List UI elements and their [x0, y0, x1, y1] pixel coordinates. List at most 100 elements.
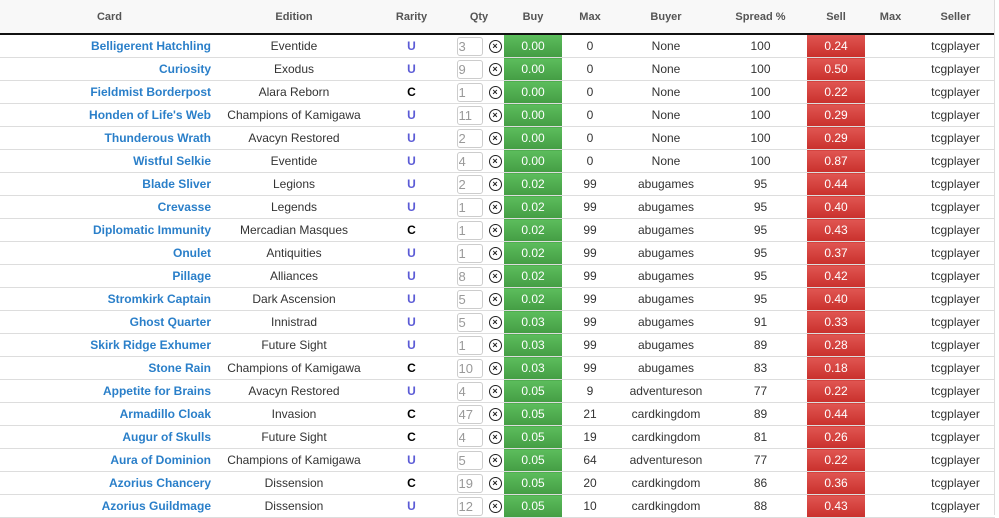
rarity: C — [369, 80, 454, 104]
spread: 100 — [714, 126, 807, 150]
card-link[interactable]: Curiosity — [0, 57, 219, 81]
qty-input[interactable] — [456, 450, 483, 470]
card-link[interactable]: Pillage — [0, 264, 219, 288]
qty-input[interactable] — [456, 128, 483, 148]
card-link[interactable]: Honden of Life's Web — [0, 103, 219, 127]
header-rarity[interactable]: Rarity — [369, 0, 454, 35]
remove-icon[interactable]: × — [488, 246, 502, 260]
remove-icon[interactable]: × — [488, 453, 502, 467]
sell-max — [865, 80, 916, 104]
qty-input[interactable] — [456, 496, 483, 516]
card-link[interactable]: Thunderous Wrath — [0, 126, 219, 150]
header-spread[interactable]: Spread % — [714, 0, 807, 35]
remove-icon[interactable]: × — [488, 384, 502, 398]
qty-input[interactable] — [456, 151, 483, 171]
remove-icon[interactable]: × — [488, 154, 502, 168]
remove-icon[interactable]: × — [488, 338, 502, 352]
header-buyer[interactable]: Buyer — [618, 0, 714, 35]
remove-icon[interactable]: × — [488, 315, 502, 329]
buy-price: 0.00 — [504, 34, 562, 58]
edition: Avacyn Restored — [219, 379, 369, 403]
qty-input[interactable] — [456, 59, 483, 79]
card-link[interactable]: Augur of Skulls — [0, 425, 219, 449]
qty-input[interactable] — [456, 335, 483, 355]
remove-icon[interactable]: × — [488, 407, 502, 421]
buyer: None — [618, 126, 714, 150]
header-card[interactable]: Card — [0, 0, 219, 35]
card-link[interactable]: Azorius Guildmage — [0, 494, 219, 518]
card-link[interactable]: Aura of Dominion — [0, 448, 219, 472]
card-link[interactable]: Diplomatic Immunity — [0, 218, 219, 242]
card-link[interactable]: Wistful Selkie — [0, 149, 219, 173]
sell-price: 0.22 — [807, 80, 865, 104]
qty-input[interactable] — [456, 174, 483, 194]
card-link[interactable]: Crevasse — [0, 195, 219, 219]
spread: 91 — [714, 310, 807, 334]
qty-cell: × — [454, 103, 504, 127]
qty-input[interactable] — [456, 404, 483, 424]
remove-icon[interactable]: × — [488, 85, 502, 99]
remove-icon[interactable]: × — [488, 108, 502, 122]
header-buy[interactable]: Buy — [504, 0, 562, 35]
card-link[interactable]: Stromkirk Captain — [0, 287, 219, 311]
header-edition[interactable]: Edition — [219, 0, 369, 35]
rarity: U — [369, 149, 454, 173]
card-link[interactable]: Azorius Chancery — [0, 471, 219, 495]
qty-input[interactable] — [456, 473, 483, 493]
sell-max — [865, 448, 916, 472]
qty-input[interactable] — [456, 312, 483, 332]
remove-icon[interactable]: × — [488, 361, 502, 375]
buy-max: 21 — [562, 402, 618, 426]
card-link[interactable]: Armadillo Cloak — [0, 402, 219, 426]
remove-icon[interactable]: × — [488, 223, 502, 237]
qty-input[interactable] — [456, 427, 483, 447]
edition: Eventide — [219, 34, 369, 58]
buy-max: 0 — [562, 126, 618, 150]
qty-input[interactable] — [456, 289, 483, 309]
card-link[interactable]: Ghost Quarter — [0, 310, 219, 334]
scrollbar-edge[interactable] — [994, 0, 999, 515]
remove-icon[interactable]: × — [488, 499, 502, 513]
edition: Antiquities — [219, 241, 369, 265]
remove-icon[interactable]: × — [488, 269, 502, 283]
remove-icon[interactable]: × — [488, 177, 502, 191]
qty-input[interactable] — [456, 36, 483, 56]
sell-price: 0.26 — [807, 425, 865, 449]
card-link[interactable]: Stone Rain — [0, 356, 219, 380]
card-link[interactable]: Onulet — [0, 241, 219, 265]
qty-input[interactable] — [456, 197, 483, 217]
buyer: cardkingdom — [618, 425, 714, 449]
qty-input[interactable] — [456, 358, 483, 378]
seller: tcgplayer — [916, 149, 995, 173]
qty-input[interactable] — [456, 82, 483, 102]
qty-input[interactable] — [456, 266, 483, 286]
remove-icon[interactable]: × — [488, 62, 502, 76]
header-seller[interactable]: Seller — [916, 0, 995, 35]
qty-input[interactable] — [456, 381, 483, 401]
card-link[interactable]: Belligerent Hatchling — [0, 34, 219, 58]
remove-icon[interactable]: × — [488, 430, 502, 444]
remove-icon[interactable]: × — [488, 131, 502, 145]
card-link[interactable]: Fieldmist Borderpost — [0, 80, 219, 104]
remove-icon[interactable]: × — [488, 200, 502, 214]
rarity: U — [369, 172, 454, 196]
buy-max: 99 — [562, 264, 618, 288]
card-link[interactable]: Blade Sliver — [0, 172, 219, 196]
header-qty[interactable]: Qty — [454, 0, 504, 35]
qty-input[interactable] — [456, 220, 483, 240]
remove-icon[interactable]: × — [488, 39, 502, 53]
header-sell-max[interactable]: Max — [865, 0, 916, 35]
sell-max — [865, 379, 916, 403]
spread: 77 — [714, 379, 807, 403]
qty-input[interactable] — [456, 243, 483, 263]
card-link[interactable]: Skirk Ridge Exhumer — [0, 333, 219, 357]
header-buy-max[interactable]: Max — [562, 0, 618, 35]
remove-icon[interactable]: × — [488, 292, 502, 306]
qty-input[interactable] — [456, 105, 483, 125]
header-sell[interactable]: Sell — [807, 0, 865, 35]
remove-icon[interactable]: × — [488, 476, 502, 490]
buy-max: 99 — [562, 333, 618, 357]
card-link[interactable]: Appetite for Brains — [0, 379, 219, 403]
